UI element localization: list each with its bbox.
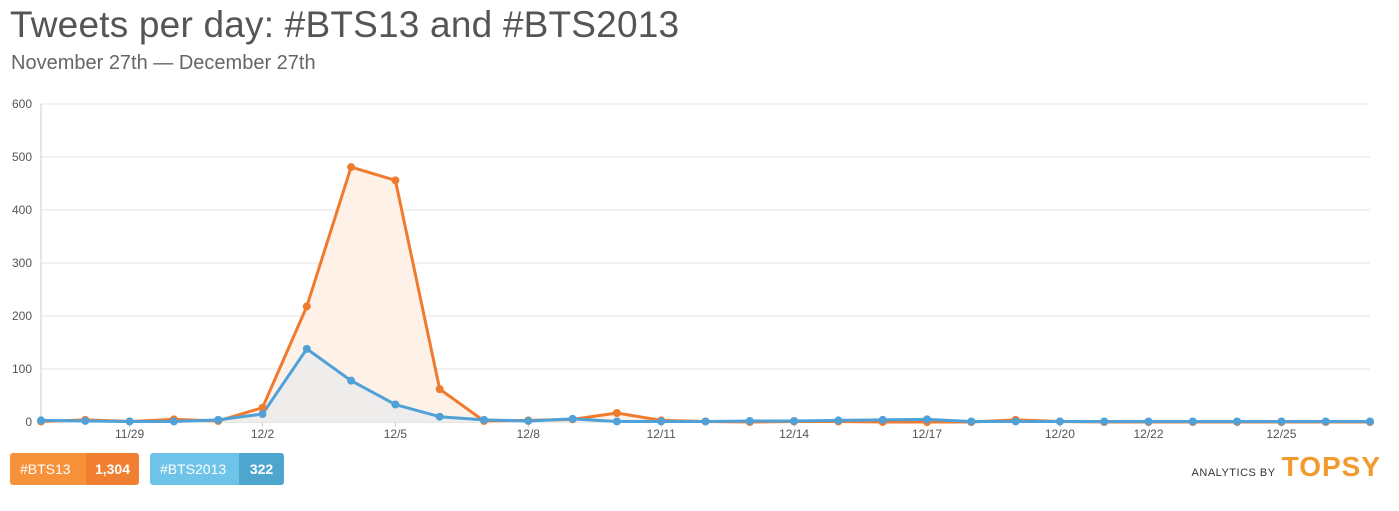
data-point-bts2013[interactable]: [37, 416, 45, 425]
y-tick-label: 500: [12, 150, 32, 164]
data-point-bts2013[interactable]: [1055, 417, 1064, 426]
x-tick-label: 12/2: [251, 427, 275, 441]
data-point-bts2013[interactable]: [745, 416, 754, 425]
series-line-bts13: [40, 165, 1370, 424]
data-point-bts2013[interactable]: [1321, 417, 1330, 426]
data-point-bts13[interactable]: [347, 163, 356, 172]
data-point-bts2013[interactable]: [1011, 417, 1020, 426]
data-point-bts2013[interactable]: [524, 416, 533, 425]
data-point-bts13[interactable]: [258, 403, 267, 412]
x-tick-label: 12/5: [384, 427, 408, 441]
data-point-bts2013[interactable]: [435, 412, 444, 421]
legend-bts13-name: #BTS13: [10, 453, 86, 485]
data-point-bts2013[interactable]: [967, 417, 976, 426]
grid-lines: [41, 103, 1370, 370]
chart-title: Tweets per day: #BTS13 and #BTS2013: [10, 4, 680, 45]
legend-bts13-count: 1,304: [86, 453, 139, 485]
data-point-bts2013[interactable]: [391, 400, 400, 409]
data-point-bts2013[interactable]: [834, 416, 843, 425]
legend-bts2013-name: #BTS2013: [150, 453, 239, 485]
data-point-bts2013[interactable]: [125, 417, 134, 426]
series-line-bts2013: [40, 347, 1370, 423]
data-point-bts2013[interactable]: [1277, 417, 1286, 426]
y-tick-label: 400: [12, 203, 32, 217]
y-axis: 0 100 200 300 400 500 600: [12, 97, 42, 429]
x-tick-label: 12/20: [1045, 427, 1075, 441]
data-point-bts2013[interactable]: [258, 410, 267, 419]
chart-subtitle: November 27th — December 27th: [11, 52, 316, 74]
data-point-bts2013[interactable]: [701, 417, 710, 426]
data-point-bts2013[interactable]: [878, 415, 887, 424]
topsy-logo: TOPSY: [1281, 451, 1381, 482]
data-point-bts2013[interactable]: [347, 376, 356, 385]
data-point-bts2013[interactable]: [1233, 417, 1242, 426]
y-tick-label: 0: [25, 415, 32, 429]
y-tick-label: 600: [12, 97, 32, 111]
data-point-bts13[interactable]: [391, 176, 400, 185]
x-tick-label: 12/14: [779, 427, 809, 441]
x-tick-label: 12/25: [1266, 427, 1296, 441]
data-point-bts2013[interactable]: [657, 417, 666, 426]
data-point-bts2013[interactable]: [480, 415, 488, 424]
data-point-bts2013[interactable]: [1188, 417, 1197, 426]
data-point-bts2013[interactable]: [1366, 417, 1374, 426]
series-lines: [40, 165, 1370, 424]
data-point-bts13[interactable]: [302, 302, 311, 311]
series-areas: [41, 167, 1370, 422]
data-point-bts2013[interactable]: [81, 416, 90, 425]
series-area-bts2013: [41, 348, 1370, 422]
x-tick-label: 12/11: [647, 427, 676, 441]
data-point-bts2013[interactable]: [790, 416, 799, 425]
data-point-bts13[interactable]: [435, 385, 444, 394]
y-tick-label: 100: [12, 362, 32, 376]
data-point-bts2013[interactable]: [568, 414, 577, 423]
y-tick-label: 200: [12, 309, 32, 323]
legend-item-bts13[interactable]: #BTS13 1,304: [10, 453, 139, 485]
series-points: [37, 163, 1374, 426]
data-point-bts2013[interactable]: [923, 415, 931, 424]
data-point-bts2013[interactable]: [302, 344, 311, 353]
x-tick-label: 12/22: [1133, 427, 1163, 441]
series-area-bts13: [41, 167, 1370, 422]
x-tick-label: 12/17: [912, 427, 942, 441]
legend-item-bts2013[interactable]: #BTS2013 322: [150, 453, 284, 485]
data-point-bts13[interactable]: [612, 408, 621, 417]
x-tick-label: 11/29: [115, 427, 144, 441]
brand-prefix: ANALYTICS BY: [1191, 467, 1276, 479]
data-point-bts2013[interactable]: [214, 415, 223, 424]
topsy-branding[interactable]: ANALYTICS BY TOPSY: [1192, 451, 1381, 483]
data-point-bts2013[interactable]: [1100, 417, 1109, 426]
x-tick-label: 12/8: [517, 427, 541, 441]
legend-bts2013-count: 322: [239, 453, 284, 485]
data-point-bts2013[interactable]: [612, 417, 621, 426]
data-point-bts2013[interactable]: [169, 417, 178, 426]
data-point-bts2013[interactable]: [1144, 417, 1153, 426]
y-tick-label: 300: [12, 256, 32, 270]
line-chart: 0 100 200 300 400 500 600 11/29 12/2 12/5 12/8 12/…: [12, 97, 1374, 441]
